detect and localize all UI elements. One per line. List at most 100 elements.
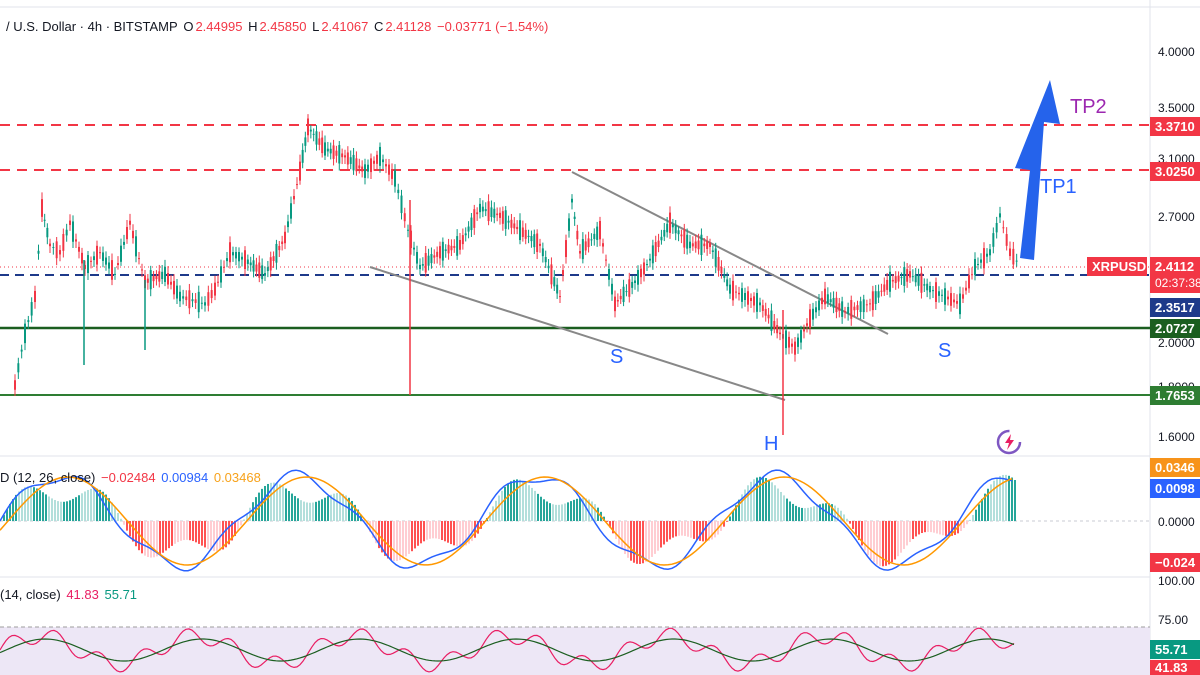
candle-body bbox=[720, 266, 723, 274]
candle-body bbox=[709, 242, 711, 247]
macd-histogram-bar bbox=[153, 521, 155, 558]
tp1-price-tag: 3.0250 bbox=[1150, 162, 1200, 181]
candle-body bbox=[52, 247, 55, 249]
symbol-tag: XRPUSD bbox=[1087, 257, 1147, 276]
candle-body bbox=[971, 274, 973, 276]
candle-body bbox=[427, 255, 430, 266]
macd-histogram-bar bbox=[363, 520, 365, 521]
macd-histogram-bar bbox=[828, 503, 830, 521]
macd-histogram-bar bbox=[228, 521, 230, 545]
macd-histogram-bar bbox=[207, 521, 209, 549]
rsi-value-tag: 41.83 bbox=[1150, 660, 1200, 675]
candle-body bbox=[484, 209, 487, 212]
candle-body bbox=[367, 164, 369, 172]
candle-body bbox=[841, 301, 844, 317]
right-shoulder-label: S bbox=[938, 340, 952, 362]
candle-body bbox=[697, 240, 700, 250]
macd-histogram-bar bbox=[276, 483, 278, 521]
candle-body bbox=[65, 229, 68, 236]
macd-histogram-bar bbox=[777, 488, 779, 521]
macd-histogram-bar bbox=[495, 500, 497, 521]
macd-histogram-bar bbox=[534, 490, 536, 521]
macd-histogram-bar bbox=[855, 521, 857, 535]
rsi-ma-line bbox=[0, 638, 1015, 662]
candle-body bbox=[164, 266, 166, 282]
candle-body bbox=[59, 250, 61, 255]
macd-line-tag: 0.0098 bbox=[1150, 479, 1200, 498]
macd-histogram-bar bbox=[240, 521, 242, 526]
candle-body bbox=[593, 233, 596, 240]
macd-legend[interactable]: D (12, 26, close) −0.02484 0.00984 0.034… bbox=[0, 470, 263, 485]
macd-histogram-bar bbox=[579, 498, 581, 521]
macd-histogram-bar bbox=[243, 519, 245, 521]
candle-body bbox=[862, 299, 865, 313]
macd-histogram-bar bbox=[507, 483, 509, 521]
candle-body bbox=[835, 297, 838, 313]
macd-histogram-bar bbox=[423, 521, 425, 542]
macd-histogram-bar bbox=[564, 503, 566, 521]
candle-body bbox=[161, 271, 164, 280]
macd-histogram-bar bbox=[861, 521, 863, 546]
candle-body bbox=[102, 252, 104, 261]
macd-histogram-bar bbox=[585, 498, 587, 521]
macd-histogram-bar bbox=[768, 479, 770, 521]
rsi-legend[interactable]: (14, close) 41.83 55.71 bbox=[0, 587, 139, 602]
candle-body bbox=[364, 164, 366, 178]
candle-body bbox=[244, 250, 246, 270]
macd-histogram-bar bbox=[912, 521, 914, 540]
macd-histogram-bar bbox=[288, 490, 290, 521]
macd-histogram-bar bbox=[525, 482, 527, 521]
wedge-upper-line bbox=[571, 171, 889, 335]
candle-body bbox=[223, 266, 225, 268]
candle-body bbox=[759, 302, 761, 306]
candle-body bbox=[559, 296, 561, 298]
candle-body bbox=[287, 221, 289, 228]
macd-histogram-bar bbox=[999, 475, 1001, 521]
macd-histogram-bar bbox=[15, 494, 17, 521]
macd-histogram-bar bbox=[411, 521, 413, 552]
macd-histogram-bar bbox=[909, 521, 911, 543]
rsi-axis-100: 100.00 bbox=[1158, 574, 1195, 588]
candle-body bbox=[501, 211, 504, 224]
macd-histogram-bar bbox=[936, 521, 938, 534]
macd-histogram-bar bbox=[549, 503, 551, 521]
macd-histogram-bar bbox=[864, 521, 866, 551]
candle-body bbox=[797, 337, 799, 347]
macd-histogram-bar bbox=[450, 521, 452, 545]
candle-body bbox=[37, 250, 40, 254]
replay-icon[interactable] bbox=[994, 427, 1024, 457]
candle-body bbox=[838, 303, 841, 311]
candle-body bbox=[584, 241, 587, 251]
macd-histogram-bar bbox=[900, 521, 902, 553]
macd-histogram-bar bbox=[477, 521, 479, 534]
macd-histogram-bar bbox=[57, 501, 59, 521]
candle-body bbox=[794, 341, 796, 355]
macd-histogram-bar bbox=[252, 502, 254, 521]
macd-histogram-bar bbox=[330, 494, 332, 521]
candle-body bbox=[278, 245, 281, 251]
symbol-legend[interactable]: / U.S. Dollar · 4h · BITSTAMP O 2.44995 H… bbox=[6, 19, 550, 34]
macd-histogram-bar bbox=[705, 521, 707, 542]
macd-histogram-bar bbox=[459, 521, 461, 547]
candle-body bbox=[72, 221, 74, 242]
candle-body bbox=[439, 246, 441, 259]
candle-body bbox=[619, 295, 622, 300]
candle-body bbox=[461, 235, 464, 245]
last-price: 2.4112 bbox=[1155, 259, 1195, 274]
candle-body bbox=[152, 276, 155, 282]
macd-histogram-bar bbox=[867, 521, 869, 556]
candle-body bbox=[824, 288, 826, 305]
last-price-tag: 2.4112 02:37:38 bbox=[1150, 257, 1200, 293]
candle-body bbox=[179, 291, 181, 302]
candle-body bbox=[950, 293, 952, 306]
candle-body bbox=[376, 154, 378, 164]
macd-histogram-bar bbox=[708, 521, 710, 541]
candle-body bbox=[397, 189, 400, 194]
candle-body bbox=[815, 307, 817, 313]
candle-body bbox=[290, 203, 292, 219]
candle-body bbox=[880, 290, 883, 292]
macd-histogram-bar bbox=[366, 521, 368, 527]
close-label: C bbox=[373, 19, 384, 34]
macd-histogram-bar bbox=[654, 521, 656, 554]
